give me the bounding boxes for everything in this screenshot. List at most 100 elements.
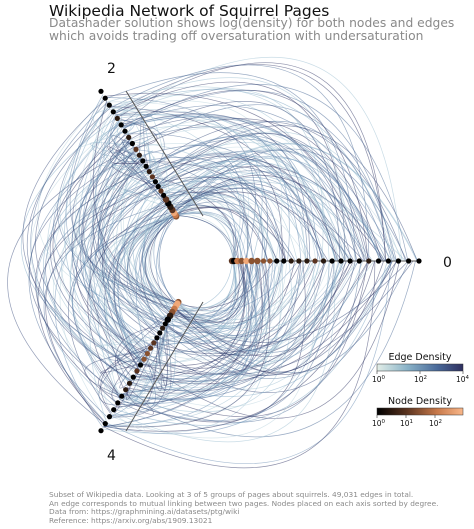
edge-curve <box>92 138 177 306</box>
node-tick-0: 100 <box>372 419 386 428</box>
edge-curve <box>45 191 162 426</box>
edge-curve <box>175 260 344 352</box>
edge-curve <box>140 206 171 329</box>
edge-curve <box>114 81 346 262</box>
footer-line-4: Reference: https://arxiv.org/abs/1909.13… <box>49 515 213 525</box>
edge-curve <box>78 131 126 149</box>
edge-curve <box>126 133 245 262</box>
edge-curve <box>169 260 343 339</box>
edge-curve <box>99 138 146 167</box>
edge-curve <box>80 149 143 362</box>
edge-curve <box>123 176 162 331</box>
edge-curve <box>145 322 172 392</box>
edge-curve <box>171 260 245 324</box>
edge-curve <box>166 260 284 339</box>
edge-curve <box>164 260 351 357</box>
edge-curve <box>92 100 179 304</box>
node-marker <box>164 316 171 323</box>
node-marker <box>98 428 104 434</box>
node-marker <box>143 163 149 169</box>
node-marker <box>126 134 132 140</box>
node-marker <box>115 400 121 406</box>
edge-tick-4: 104 <box>456 375 470 384</box>
edge-curve <box>131 327 171 384</box>
edge-curve <box>175 181 406 262</box>
footer-line-1: Subset of Wikipedia data. Looking at 3 o… <box>49 490 414 499</box>
edge-curve <box>122 116 290 262</box>
edge-curve <box>167 260 260 324</box>
edge-curve <box>126 146 154 180</box>
node-marker <box>141 356 147 362</box>
edge-curve <box>109 374 135 394</box>
edge-density-legend: Edge Density 100 102 104 <box>372 352 470 384</box>
edge-curve <box>172 191 343 262</box>
node-marker <box>111 407 117 413</box>
edge-curve <box>167 260 345 351</box>
edge-curve <box>98 162 174 311</box>
node-marker <box>375 258 382 264</box>
edge-curve <box>162 187 274 262</box>
edge-curve <box>49 130 141 366</box>
edge-curve <box>135 118 383 262</box>
node-marker <box>320 258 327 264</box>
edge-curve <box>67 211 174 415</box>
node-tick-2: 102 <box>429 419 442 428</box>
edge-curve <box>20 117 140 368</box>
edge-curve <box>119 260 335 422</box>
edge-curve <box>26 107 132 381</box>
node-marker <box>102 95 108 101</box>
edge-curve <box>122 113 311 262</box>
node-marker <box>267 258 273 264</box>
edge-curve <box>103 260 252 427</box>
node-marker <box>126 380 133 386</box>
edge-curve <box>136 149 248 262</box>
node-marker <box>129 140 135 147</box>
node-marker <box>140 158 146 164</box>
edge-curve <box>115 114 153 122</box>
edge-curve <box>116 62 386 262</box>
edge-curve <box>123 84 409 262</box>
node-marker <box>106 414 113 420</box>
node-marker <box>329 258 335 264</box>
edge-tick-2: 102 <box>414 375 427 384</box>
edge-curve <box>142 260 400 419</box>
edge-curve <box>97 135 148 354</box>
edge-curve <box>141 260 281 364</box>
edge-curve <box>112 260 336 443</box>
edge-curve <box>163 260 274 343</box>
edge-curve <box>71 141 153 347</box>
edge-curve <box>159 158 339 262</box>
edge-curve <box>141 313 172 368</box>
edge-curve <box>30 122 134 377</box>
edge-curve <box>113 130 141 157</box>
edge-curve <box>146 138 387 262</box>
edge-curve <box>171 149 381 262</box>
edge-curve <box>164 260 327 352</box>
edge-curve <box>7 146 135 425</box>
edge-curve <box>171 260 364 362</box>
edge-curve <box>131 260 246 381</box>
edge-curve <box>153 132 368 262</box>
chart-title: Wikipedia Network of Squirrel Pages <box>49 2 330 20</box>
node-marker <box>122 128 128 134</box>
edge-curve <box>124 336 159 407</box>
edge-curve <box>152 146 306 262</box>
edge-curve <box>99 214 176 361</box>
edge-curve <box>170 260 253 319</box>
edge-curve <box>165 191 287 262</box>
node-marker <box>157 330 163 336</box>
edge-curve <box>100 354 147 374</box>
edge-curve <box>100 343 154 414</box>
subtitle-line-2: which avoids trading off oversaturation … <box>49 29 424 43</box>
edge-curve <box>107 350 150 363</box>
node-marker <box>416 258 422 264</box>
edge-curve <box>117 205 170 328</box>
edge-curve <box>150 212 175 311</box>
edge-curve <box>111 403 146 432</box>
edge-curve <box>153 206 179 303</box>
edge-curve <box>113 260 388 426</box>
node-tick-1: 101 <box>400 419 413 428</box>
edge-curve <box>115 56 402 262</box>
node-marker <box>152 179 158 185</box>
chart-subtitle: Datashader solution shows log(density) f… <box>49 17 454 43</box>
